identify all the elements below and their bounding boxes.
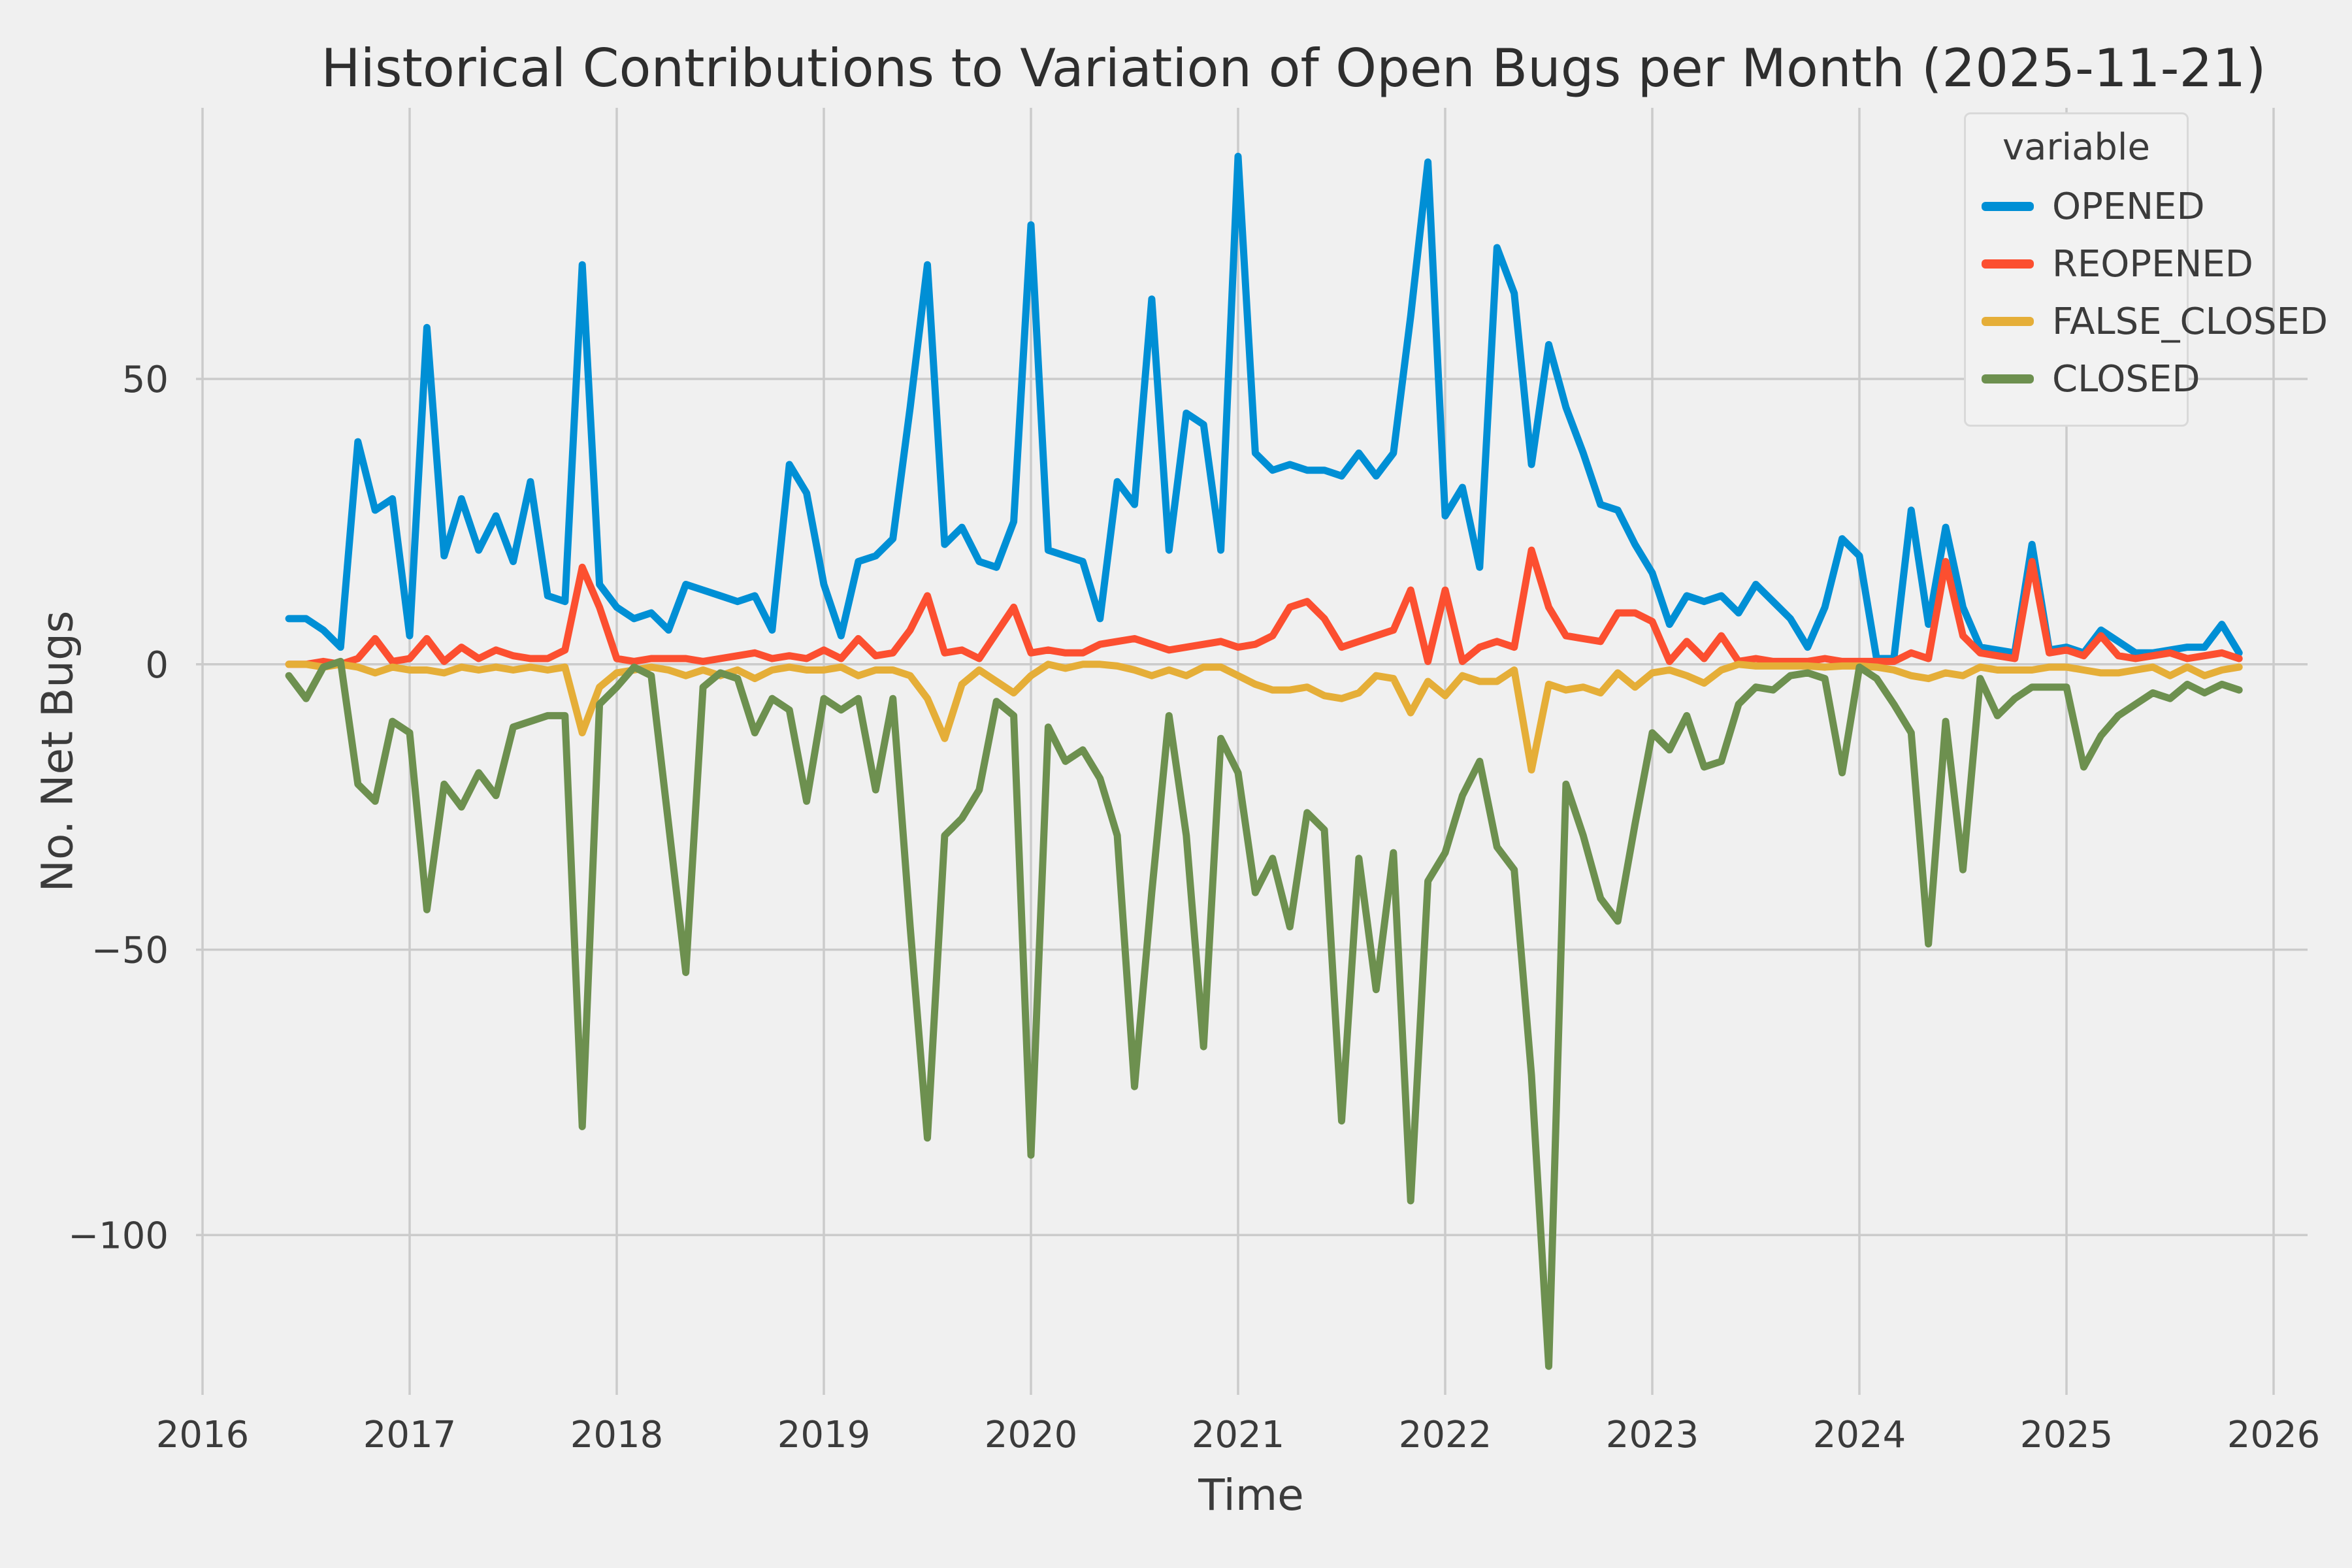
series-CLOSED-line xyxy=(285,657,2243,1370)
x-tick-label: 2023 xyxy=(1606,1414,1699,1456)
x-tick-label: 2022 xyxy=(1399,1414,1492,1456)
legend-item-FALSE_CLOSED: FALSE_CLOSED xyxy=(1966,293,2328,350)
x-tick-label: 2020 xyxy=(985,1414,1078,1456)
legend-item-CLOSED: CLOSED xyxy=(1966,350,2200,408)
legend-label: FALSE_CLOSED xyxy=(2052,300,2328,343)
x-tick-label: 2017 xyxy=(363,1414,457,1456)
series-REOPENED-line xyxy=(285,546,2243,668)
x-tick-label: 2019 xyxy=(777,1414,871,1456)
y-tick-label: −50 xyxy=(91,930,169,972)
legend-swatch-FALSE_CLOSED xyxy=(1982,317,2034,326)
legend-label: REOPENED xyxy=(2052,242,2253,286)
x-tick-label: 2016 xyxy=(156,1414,250,1456)
legend-item-REOPENED: REOPENED xyxy=(1966,235,2253,293)
x-tick-label: 2025 xyxy=(2020,1414,2114,1456)
legend-title: variable xyxy=(2002,126,2150,169)
y-tick-label: −100 xyxy=(68,1215,169,1257)
legend-label: CLOSED xyxy=(2052,357,2200,400)
legend-item-OPENED: OPENED xyxy=(1966,178,2205,235)
chart-title: Historical Contributions to Variation of… xyxy=(321,38,2266,99)
y-tick-label: 50 xyxy=(122,359,169,401)
legend-label: OPENED xyxy=(2052,185,2205,228)
x-axis-label: Time xyxy=(1198,1470,1304,1520)
series-FALSE_CLOSED-line xyxy=(285,661,2243,774)
x-tick-label: 2018 xyxy=(570,1414,664,1456)
legend-swatch-CLOSED xyxy=(1982,374,2034,384)
y-tick-label: 0 xyxy=(145,644,169,687)
legend-items: OPENED REOPENED FALSE_CLOSED CLOSED xyxy=(1966,178,2328,408)
x-tick-label: 2021 xyxy=(1192,1414,1285,1456)
x-tick-label: 2026 xyxy=(2227,1414,2321,1456)
legend-swatch-REOPENED xyxy=(1982,259,2034,269)
series-OPENED-line xyxy=(285,152,2243,662)
y-axis-label: No. Net Bugs xyxy=(32,610,83,892)
x-tick-label: 2024 xyxy=(1813,1414,1906,1456)
legend-swatch-OPENED xyxy=(1982,202,2034,211)
legend: variable OPENED REOPENED FALSE_CLOSED CLOSE… xyxy=(1964,112,2328,427)
